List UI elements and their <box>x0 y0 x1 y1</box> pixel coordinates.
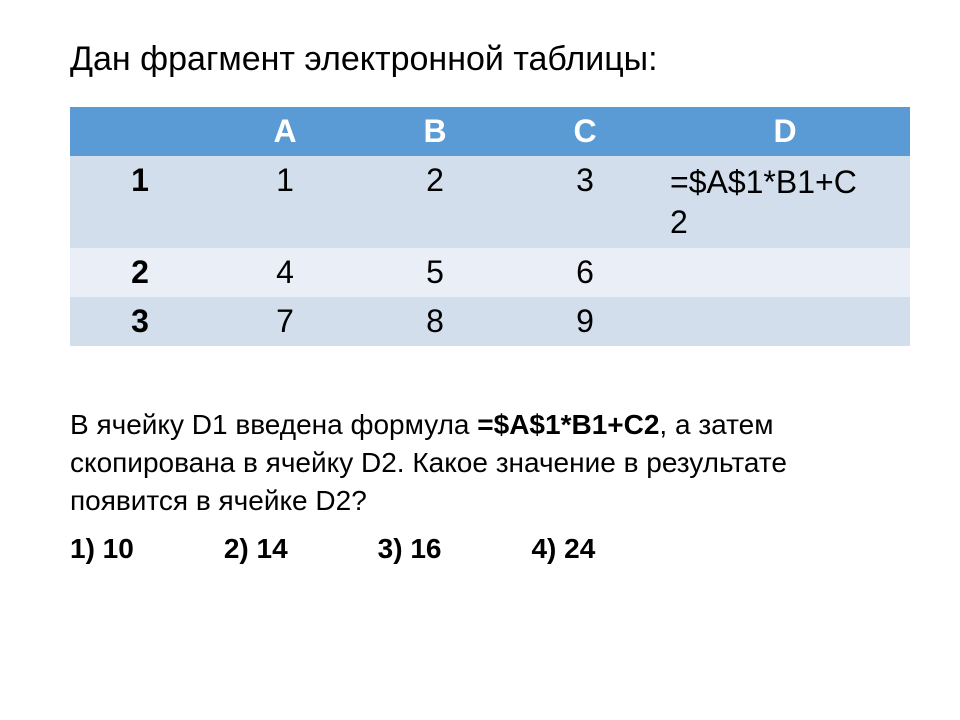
cell-c2: 6 <box>510 248 660 297</box>
col-header-blank <box>70 107 210 156</box>
cell-d1-line1: =$A$1*B1+C <box>670 164 857 200</box>
table-header-row: A B C D <box>70 107 910 156</box>
col-header-a: A <box>210 107 360 156</box>
question-formula: =$A$1*B1+C2 <box>477 409 659 440</box>
answer-1: 1) 10 <box>70 533 134 565</box>
cell-a3: 7 <box>210 297 360 346</box>
table-row: 1 1 2 3 =$A$1*B1+C 2 <box>70 156 910 248</box>
question-pre: В ячейку D1 введена формула <box>70 409 477 440</box>
cell-a1: 1 <box>210 156 360 248</box>
table-row: 2 4 5 6 <box>70 248 910 297</box>
cell-d3 <box>660 297 910 346</box>
answer-2: 2) 14 <box>224 533 288 565</box>
slide-title: Дан фрагмент электронной таблицы: <box>70 40 910 79</box>
answer-4: 4) 24 <box>531 533 595 565</box>
slide: Дан фрагмент электронной таблицы: A B C … <box>0 0 960 605</box>
cell-d2 <box>660 248 910 297</box>
row-header-1: 1 <box>70 156 210 248</box>
answer-choices: 1) 10 2) 14 3) 16 4) 24 <box>70 533 910 565</box>
cell-b2: 5 <box>360 248 510 297</box>
col-header-b: B <box>360 107 510 156</box>
row-header-3: 3 <box>70 297 210 346</box>
col-header-d: D <box>660 107 910 156</box>
col-header-c: C <box>510 107 660 156</box>
cell-c1: 3 <box>510 156 660 248</box>
cell-a2: 4 <box>210 248 360 297</box>
question-text: В ячейку D1 введена формула =$A$1*B1+C2,… <box>70 406 910 519</box>
cell-d1: =$A$1*B1+C 2 <box>660 156 910 248</box>
cell-c3: 9 <box>510 297 660 346</box>
cell-d1-line2: 2 <box>670 204 688 240</box>
row-header-2: 2 <box>70 248 210 297</box>
cell-b3: 8 <box>360 297 510 346</box>
cell-b1: 2 <box>360 156 510 248</box>
table-row: 3 7 8 9 <box>70 297 910 346</box>
answer-3: 3) 16 <box>378 533 442 565</box>
spreadsheet-table: A B C D 1 1 2 3 =$A$1*B1+C 2 2 4 5 6 <box>70 107 910 346</box>
